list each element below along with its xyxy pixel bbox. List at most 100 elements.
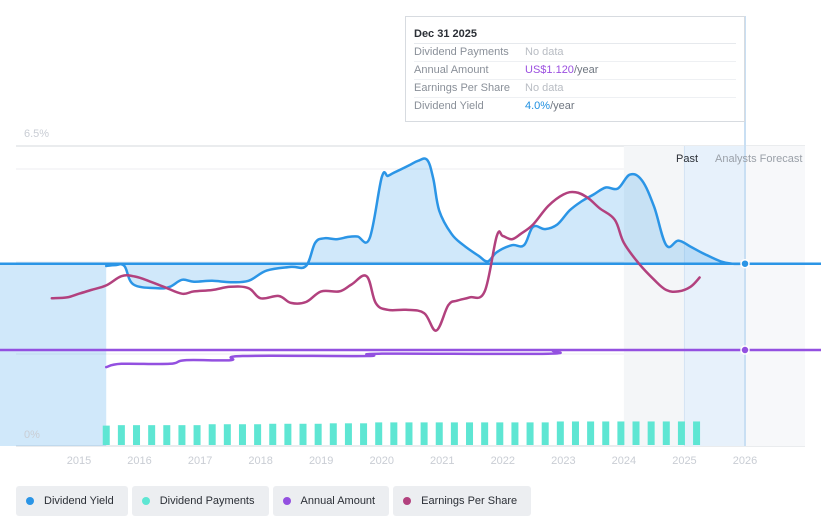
bar-dividend-payments (178, 425, 186, 445)
bar-dividend-payments (405, 422, 413, 445)
tooltip-unit: /year (550, 100, 575, 112)
bar-dividend-payments (693, 421, 701, 445)
dividend-chart: 6.5% 0% Past Analysts Forecast 2015 2016 2… (0, 16, 821, 467)
line-earnings-per-share (50, 190, 701, 332)
bar-dividend-payments (238, 424, 246, 445)
bar-dividend-payments (163, 425, 171, 445)
legend-label: Dividend Yield (44, 495, 114, 507)
bar-layer (102, 421, 701, 445)
marker-dividend-yield (740, 258, 750, 269)
legend-dividend-yield[interactable]: Dividend Yield (16, 486, 128, 516)
bar-dividend-payments (571, 421, 579, 445)
region-layer (623, 16, 805, 446)
y-min-label: 0% (24, 429, 40, 441)
line-annual-amount (0, 348, 821, 369)
tooltip-label: Dividend Yield (414, 100, 484, 112)
bar-dividend-payments (360, 423, 368, 445)
tooltip-row-earnings-per-share: Earnings Per Share No data (414, 80, 736, 98)
bar-dividend-payments (133, 425, 141, 445)
bar-dividend-payments (632, 421, 640, 445)
bar-dividend-payments (435, 422, 443, 445)
x-tick-label: 2024 (612, 455, 636, 467)
marker-annual-amount (740, 345, 750, 355)
tooltip-row-annual-amount: Annual Amount US$1.120/year (414, 62, 736, 80)
tooltip-date: Dec 31 2025 (414, 25, 736, 44)
area-layer (0, 158, 821, 446)
tooltip-number: 4.0% (525, 100, 551, 112)
bar-dividend-payments (466, 422, 474, 445)
legend-annual-amount[interactable]: Annual Amount (272, 486, 390, 516)
bar-dividend-payments (284, 423, 292, 445)
legend-earnings-per-share[interactable]: Earnings Per Share (393, 486, 532, 516)
x-tick-label: 2019 (309, 455, 333, 467)
tooltip-value: 4.0%/year (525, 98, 575, 115)
bar-dividend-payments (450, 422, 458, 445)
legend-label: Dividend Payments (159, 495, 255, 507)
bar-dividend-payments (193, 425, 201, 445)
bar-dividend-payments (117, 425, 125, 445)
legend-dot-icon (141, 497, 150, 505)
legend-label: Earnings Per Share (421, 495, 518, 507)
past-label: Past (676, 153, 698, 165)
bar-dividend-payments (299, 423, 307, 445)
bar-dividend-payments (223, 424, 231, 445)
bar-dividend-payments (587, 421, 595, 445)
bar-dividend-payments (269, 423, 277, 445)
line-layer (0, 157, 821, 369)
x-tick-label: 2018 (248, 455, 272, 467)
bar-dividend-payments (148, 425, 156, 445)
legend: Dividend Yield Dividend Payments Annual … (16, 486, 532, 516)
y-max-label: 6.5% (24, 128, 49, 140)
x-tick-label: 2022 (491, 455, 515, 467)
bar-dividend-payments (254, 424, 262, 445)
legend-dot-icon (403, 497, 412, 505)
legend-dot-icon (26, 497, 34, 505)
bar-dividend-payments (420, 422, 428, 445)
legend-label: Annual Amount (300, 495, 376, 507)
x-axis-ticks: 2015 2016 2017 2018 2019 2020 2021 2022 2023 2024… (67, 455, 757, 467)
marker-layer (740, 258, 750, 355)
x-tick-label: 2017 (188, 455, 212, 467)
bar-dividend-payments (375, 422, 383, 445)
legend-dividend-payments[interactable]: Dividend Payments (131, 486, 269, 516)
tooltip-value: No data (525, 82, 564, 94)
bar-dividend-payments (647, 421, 655, 445)
tooltip-unit: /year (573, 64, 599, 76)
x-tick-label: 2023 (551, 455, 575, 467)
bar-dividend-payments (344, 423, 352, 445)
bar-dividend-payments (496, 422, 504, 445)
x-tick-label: 2020 (369, 455, 393, 467)
bar-dividend-payments (526, 422, 534, 445)
x-tick-label: 2026 (733, 455, 757, 467)
bar-dividend-payments (511, 422, 519, 445)
x-tick-label: 2021 (430, 455, 454, 467)
bar-dividend-payments (677, 421, 685, 445)
tooltip: Dec 31 2025 Dividend Payments No data An… (405, 16, 745, 122)
bar-dividend-payments (208, 424, 216, 445)
bar-dividend-payments (602, 421, 610, 445)
x-tick-label: 2016 (127, 455, 151, 467)
tooltip-label: Earnings Per Share (414, 82, 510, 94)
bar-dividend-payments (541, 422, 549, 445)
tooltip-row-dividend-yield: Dividend Yield 4.0%/year (414, 98, 736, 115)
tooltip-number: US$1.120 (525, 64, 574, 76)
tooltip-row-dividend-payments: Dividend Payments No data (414, 44, 736, 62)
bar-dividend-payments (556, 421, 564, 445)
x-tick-label: 2015 (67, 455, 91, 467)
future-region (745, 146, 805, 446)
legend-dot-icon (282, 497, 291, 505)
area-dividend-yield (0, 158, 821, 446)
bar-dividend-payments (662, 421, 670, 445)
tooltip-label: Annual Amount (414, 64, 489, 76)
bar-dividend-payments (617, 421, 625, 445)
tooltip-label: Dividend Payments (414, 46, 509, 58)
tooltip-value: No data (525, 46, 564, 58)
bar-dividend-payments (314, 423, 322, 445)
bar-dividend-payments (390, 422, 398, 445)
line-dividend-yield (0, 157, 821, 290)
bar-dividend-payments (329, 423, 337, 445)
tooltip-value: US$1.120/year (525, 62, 598, 79)
bar-dividend-payments (102, 425, 110, 445)
forecast-label: Analysts Forecast (715, 153, 802, 165)
bar-dividend-payments (481, 422, 489, 445)
